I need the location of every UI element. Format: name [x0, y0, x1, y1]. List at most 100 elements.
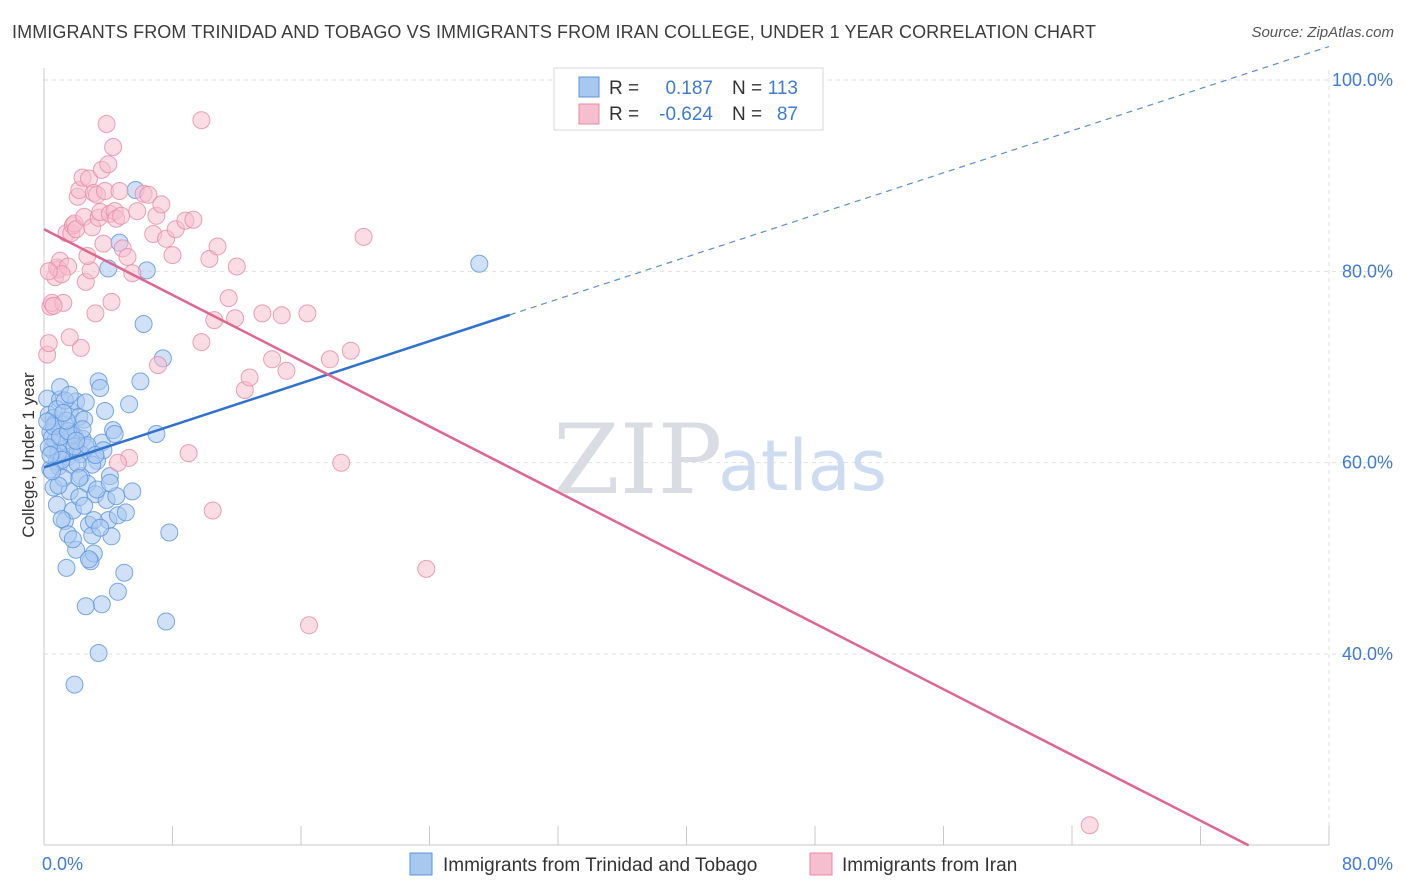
point-iran-33	[102, 292, 121, 311]
point-trinidad-44	[91, 379, 110, 397]
point-trinidad-61	[123, 482, 142, 501]
point-iran-69	[300, 616, 318, 635]
x-tick-label-min: 0.0%	[42, 854, 83, 874]
point-iran-62	[272, 306, 291, 325]
point-iran-47	[152, 195, 171, 214]
y-tick-labels: 100.0% 80.0% 60.0% 40.0%	[1332, 70, 1393, 664]
point-trinidad-84	[75, 496, 94, 515]
point-iran-76	[60, 328, 79, 347]
point-trinidad-60	[120, 395, 139, 414]
point-trinidad-47	[96, 402, 114, 420]
series-iran-points	[38, 111, 1099, 835]
point-trinidad-73	[65, 675, 84, 694]
point-trinidad-112	[470, 254, 489, 273]
legend-label-trinidad: Immigrants from Trinidad and Tobago	[443, 855, 757, 876]
watermark: ZIP atlas	[553, 404, 887, 516]
stats-n-value-1: 113	[768, 78, 798, 99]
y-tick-label-0: 100.0%	[1332, 70, 1393, 90]
point-trinidad-102	[100, 473, 119, 492]
point-trinidad-69	[160, 523, 179, 542]
stats-r-value-1: 0.187	[665, 78, 713, 99]
stats-swatch-trinidad	[578, 76, 600, 98]
point-iran-82	[149, 356, 167, 375]
point-iran-64	[298, 304, 317, 323]
legend-swatch-iran	[809, 852, 833, 876]
point-trinidad-59	[116, 503, 135, 522]
legend-swatch-trinidad	[409, 852, 433, 876]
stats-n-label-1: N =	[732, 78, 762, 99]
stats-n-label-2: N =	[732, 104, 762, 125]
stats-swatch-iran	[578, 103, 600, 125]
point-iran-53	[192, 111, 211, 130]
point-iran-68	[332, 453, 351, 472]
stats-r-label-2: R =	[609, 104, 639, 125]
stats-n-value-2: 87	[777, 104, 798, 125]
stats-r-label-1: R =	[609, 78, 639, 99]
point-iran-56	[219, 289, 238, 308]
point-iran-70	[417, 559, 436, 578]
point-iran-31	[99, 155, 118, 174]
point-trinidad-101	[91, 518, 110, 537]
trend-line-trinidad-solid	[43, 313, 511, 469]
point-iran-63	[277, 361, 296, 380]
point-iran-37	[110, 182, 129, 200]
trend-line-iran	[43, 228, 1250, 847]
stats-box: R = 0.187 N = 113 R = -0.624 N = 87	[553, 67, 824, 131]
point-trinidad-105	[67, 431, 86, 450]
point-iran-1	[39, 334, 58, 353]
point-iran-71	[203, 501, 222, 520]
point-trinidad-107	[52, 510, 71, 529]
point-iran-34	[104, 138, 123, 156]
point-iran-42	[128, 202, 147, 221]
point-iran-60	[253, 304, 272, 323]
point-trinidad-111	[54, 403, 73, 422]
source-note: Source: ZipAtlas.com	[1251, 24, 1394, 41]
point-iran-38	[112, 206, 131, 225]
chart-title: IMMIGRANTS FROM TRINIDAD AND TOBAGO VS I…	[12, 22, 1097, 42]
point-iran-80	[39, 262, 58, 281]
watermark-zip: ZIP	[553, 404, 722, 516]
point-iran-59	[240, 368, 259, 387]
y-tick-label-1: 80.0%	[1342, 261, 1393, 281]
point-trinidad-75	[80, 550, 98, 569]
stats-r-value-2: -0.624	[659, 104, 713, 125]
point-iran-72	[179, 444, 198, 463]
point-iran-65	[320, 350, 339, 369]
point-iran-52	[184, 210, 203, 229]
point-iran-77	[86, 304, 105, 323]
series-trinidad-points	[38, 181, 489, 694]
point-trinidad-28	[57, 558, 76, 577]
point-trinidad-71	[89, 644, 108, 662]
point-trinidad-63	[131, 372, 150, 391]
legend-label-iran: Immigrants from Iran	[842, 855, 1017, 876]
legend: Immigrants from Trinidad and Tobago Immi…	[409, 852, 1017, 876]
point-iran-83	[192, 333, 211, 352]
y-axis-label: College, Under 1 year	[19, 372, 38, 538]
point-iran-49	[163, 246, 182, 265]
point-iran-28	[94, 234, 113, 253]
watermark-atlas: atlas	[718, 425, 887, 507]
point-iran-44	[139, 185, 158, 204]
point-trinidad-74	[108, 582, 127, 601]
point-iran-79	[44, 296, 63, 315]
trend-line-trinidad-dashed	[509, 45, 1330, 316]
point-iran-40	[118, 248, 137, 266]
point-trinidad-99	[70, 469, 89, 487]
point-iran-30	[97, 115, 116, 133]
point-iran-61	[263, 350, 282, 369]
point-iran-86	[1080, 816, 1099, 835]
point-trinidad-68	[157, 612, 176, 631]
point-trinidad-58	[115, 563, 134, 582]
point-trinidad-96	[41, 446, 60, 464]
point-trinidad-109	[76, 393, 95, 412]
point-trinidad-72	[76, 597, 95, 616]
trend-lines	[43, 45, 1330, 847]
x-tick-label-max: 80.0%	[1342, 854, 1393, 874]
y-tick-label-3: 40.0%	[1342, 644, 1393, 664]
point-iran-74	[108, 453, 127, 472]
point-iran-55	[208, 237, 227, 256]
point-trinidad-64	[134, 315, 153, 333]
point-trinidad-95	[38, 412, 57, 431]
point-iran-67	[354, 227, 373, 246]
